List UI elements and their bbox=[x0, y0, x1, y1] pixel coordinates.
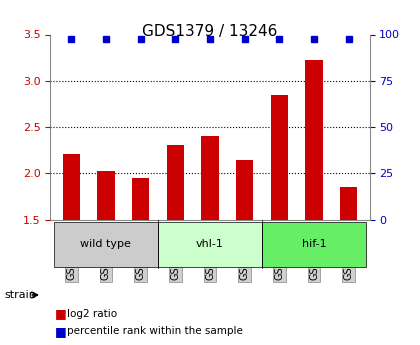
Text: ■: ■ bbox=[55, 325, 66, 338]
Bar bbox=[132, 178, 149, 220]
FancyBboxPatch shape bbox=[262, 222, 366, 267]
Text: vhl-1: vhl-1 bbox=[196, 239, 224, 249]
Bar bbox=[305, 60, 323, 220]
Bar bbox=[236, 159, 253, 220]
FancyBboxPatch shape bbox=[158, 222, 262, 267]
Text: percentile rank within the sample: percentile rank within the sample bbox=[67, 326, 243, 336]
Bar bbox=[97, 171, 115, 220]
Bar bbox=[340, 187, 357, 220]
Text: strain: strain bbox=[4, 290, 36, 300]
Text: ■: ■ bbox=[55, 307, 66, 321]
Bar bbox=[167, 145, 184, 220]
Text: hif-1: hif-1 bbox=[302, 239, 326, 249]
Bar bbox=[63, 154, 80, 220]
Text: wild type: wild type bbox=[81, 239, 131, 249]
Bar bbox=[271, 95, 288, 220]
Text: GDS1379 / 13246: GDS1379 / 13246 bbox=[142, 24, 278, 39]
Text: log2 ratio: log2 ratio bbox=[67, 309, 117, 319]
Bar bbox=[201, 136, 219, 220]
FancyBboxPatch shape bbox=[54, 222, 158, 267]
